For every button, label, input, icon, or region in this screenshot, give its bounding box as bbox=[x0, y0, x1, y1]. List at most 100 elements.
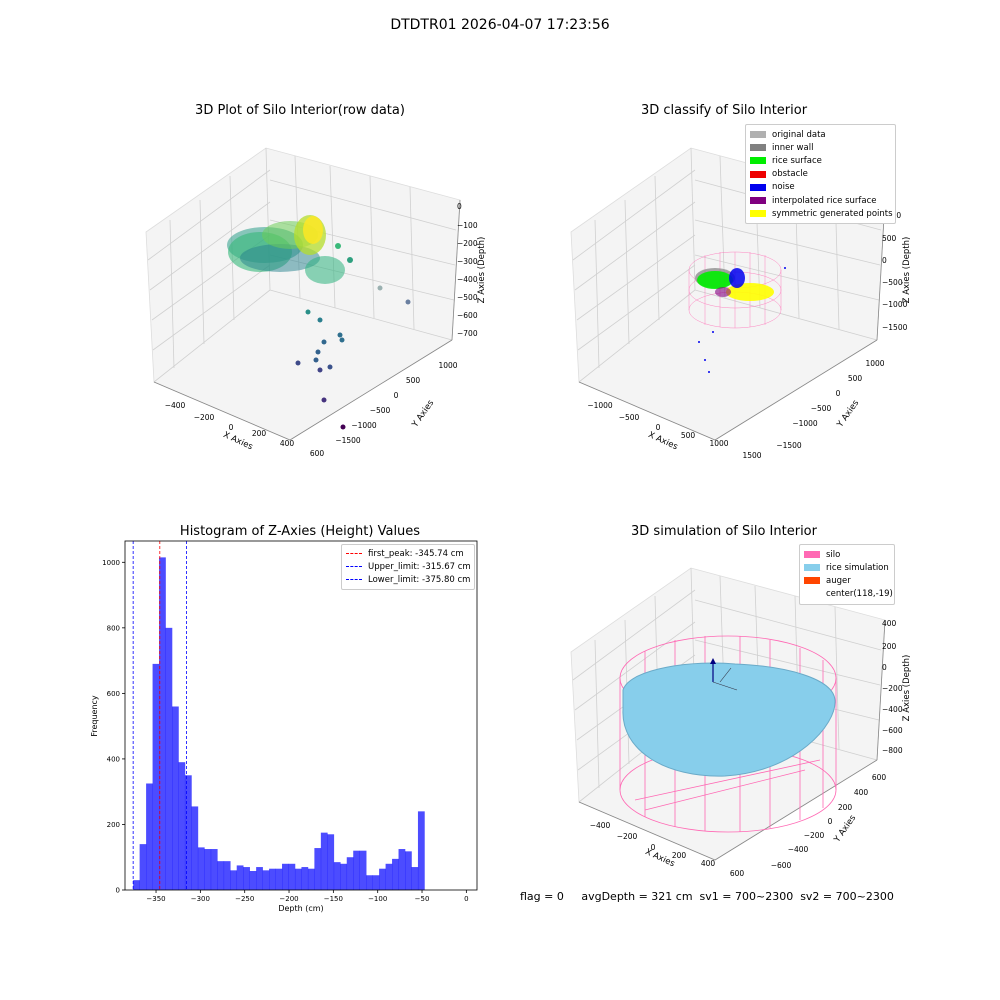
histogram-reference-lines bbox=[132, 541, 187, 890]
histogram-x-tick-label: −200 bbox=[279, 895, 298, 903]
histogram-y-tick-label: 400 bbox=[107, 755, 120, 763]
simulation-y-tick: 400 bbox=[854, 788, 869, 797]
raw-z-tick: −300 bbox=[457, 257, 478, 266]
histogram-y-ticks: 0 200 400 600 800 1000 bbox=[102, 559, 125, 895]
raw-z-tick: −400 bbox=[457, 275, 478, 284]
raw-y-tick: −500 bbox=[370, 406, 391, 415]
classify-legend: original data inner wall rice surface ob… bbox=[745, 124, 896, 225]
simulation-x-tick: 200 bbox=[672, 851, 687, 860]
legend-swatch bbox=[750, 157, 766, 165]
simulation-z-tick: −600 bbox=[882, 726, 903, 735]
raw-y-tick: 0 bbox=[394, 391, 399, 400]
legend-swatch bbox=[750, 131, 766, 139]
raw-3d-plot: −400 −200 0 200 400 600 1000 500 0 −500 … bbox=[145, 147, 487, 458]
simulation-y-label: Y Axies bbox=[832, 813, 859, 845]
histogram-y-label: Frequency bbox=[90, 695, 99, 737]
legend-item: noise bbox=[750, 181, 891, 194]
classify-z-tick: −500 bbox=[882, 278, 903, 287]
legend-item: rice simulation bbox=[804, 561, 890, 574]
histogram-bar bbox=[139, 844, 147, 890]
legend-label: obstacle bbox=[772, 169, 808, 180]
histogram-bar bbox=[243, 867, 250, 890]
legend-item: inner wall bbox=[750, 141, 891, 154]
raw-z-tick: 0 bbox=[457, 202, 462, 211]
histogram-x-tick-label: −50 bbox=[415, 895, 430, 903]
legend-item: first_peak: -345.74 cm bbox=[346, 547, 470, 560]
legend-label: auger bbox=[826, 575, 851, 586]
classify-y-tick: 1000 bbox=[865, 359, 884, 368]
legend-item: auger bbox=[804, 574, 890, 587]
histogram-bar bbox=[217, 861, 225, 890]
histogram-bar bbox=[398, 849, 406, 890]
histogram-bar bbox=[314, 848, 322, 890]
histogram-bar bbox=[333, 862, 341, 890]
classify-y-tick: −1500 bbox=[776, 441, 802, 450]
simulation-x-tick: −200 bbox=[617, 832, 638, 841]
raw-z-tick: −600 bbox=[457, 311, 478, 320]
legend-item: rice surface bbox=[750, 154, 891, 167]
simulation-legend: silo rice simulation auger center(118,-1… bbox=[799, 544, 895, 605]
legend-item: Upper_limit: -315.67 cm bbox=[346, 560, 471, 573]
classify-y-tick: 0 bbox=[836, 389, 841, 398]
legend-item: center(118,-19) bbox=[804, 588, 893, 601]
classify-y-tick: −1000 bbox=[792, 419, 818, 428]
histogram-bar bbox=[269, 868, 276, 890]
legend-item: Lower_limit: -375.80 cm bbox=[346, 573, 470, 586]
histogram-x-tick-label: −250 bbox=[235, 895, 254, 903]
legend-line bbox=[346, 566, 362, 568]
classify-z-tick: −1000 bbox=[882, 300, 908, 309]
classify-plot-title: 3D classify of Silo Interior bbox=[640, 103, 808, 118]
raw-z-tick: −100 bbox=[457, 221, 478, 230]
simulation-x-tick: 600 bbox=[730, 869, 745, 878]
simulation-z-tick: −800 bbox=[882, 746, 903, 755]
histogram-bar bbox=[184, 775, 192, 890]
histogram-bar bbox=[372, 875, 380, 890]
histogram-bar bbox=[327, 834, 335, 890]
raw-x-tick: 200 bbox=[252, 429, 267, 438]
legend-swatch bbox=[750, 210, 766, 218]
histogram-bar bbox=[392, 858, 399, 890]
legend-swatch bbox=[750, 183, 766, 191]
raw-y-tick: −1500 bbox=[335, 436, 361, 445]
legend-swatch bbox=[804, 591, 820, 598]
histogram-x-tick-label: 0 bbox=[464, 895, 468, 903]
status-footer: flag = 0 avgDepth = 321 cm sv1 = 700~230… bbox=[520, 890, 894, 903]
histogram-bar bbox=[223, 861, 231, 890]
legend-item: symmetric generated points bbox=[750, 207, 893, 220]
histogram-bar bbox=[165, 627, 173, 890]
classify-z-label: Z Axies (Depth) bbox=[902, 237, 912, 304]
classify-x-tick: 1000 bbox=[709, 439, 728, 448]
simulation-y-tick: −200 bbox=[804, 831, 825, 840]
classify-point-cloud bbox=[695, 267, 786, 373]
histogram-bar bbox=[191, 806, 199, 890]
legend-label: noise bbox=[772, 182, 795, 193]
histogram-bar bbox=[359, 850, 367, 890]
simulation-3d-plot: −400 −200 0 200 400 600 600 400 200 0 −2… bbox=[570, 567, 912, 878]
histogram-y-tick-label: 1000 bbox=[102, 559, 120, 567]
classify-z-tick: −1500 bbox=[882, 323, 908, 332]
histogram-bar bbox=[133, 880, 140, 890]
histogram-bar bbox=[379, 868, 386, 890]
classify-x-tick: 500 bbox=[681, 431, 696, 440]
histogram-bar bbox=[353, 850, 360, 890]
simulation-z-tick: −200 bbox=[882, 684, 903, 693]
legend-label: inner wall bbox=[772, 142, 814, 153]
histogram-chart: −350 −300 −250 −200 −150 −100 −50 0 0 200 400 600 8… bbox=[90, 540, 478, 913]
simulation-y-tick: −400 bbox=[788, 845, 809, 854]
histogram-bar bbox=[366, 875, 373, 890]
raw-x-label: X Axies bbox=[222, 430, 255, 453]
histogram-bar bbox=[320, 832, 328, 890]
histogram-title: Histogram of Z-Axies (Height) Values bbox=[179, 524, 421, 539]
histogram-bar bbox=[282, 863, 289, 890]
legend-swatch bbox=[750, 170, 766, 178]
legend-label: interpolated rice surface bbox=[772, 195, 877, 206]
legend-item: original data bbox=[750, 128, 891, 141]
raw-z-label: Z Axies (Depth) bbox=[477, 237, 487, 304]
histogram-bar bbox=[307, 868, 315, 890]
raw-y-label: Y Axies bbox=[410, 398, 437, 430]
classify-z-tick: 0 bbox=[882, 256, 887, 265]
histogram-bar bbox=[288, 863, 296, 890]
legend-swatch bbox=[804, 577, 820, 585]
classify-y-tick: −500 bbox=[811, 404, 832, 413]
histogram-bar bbox=[275, 868, 283, 890]
